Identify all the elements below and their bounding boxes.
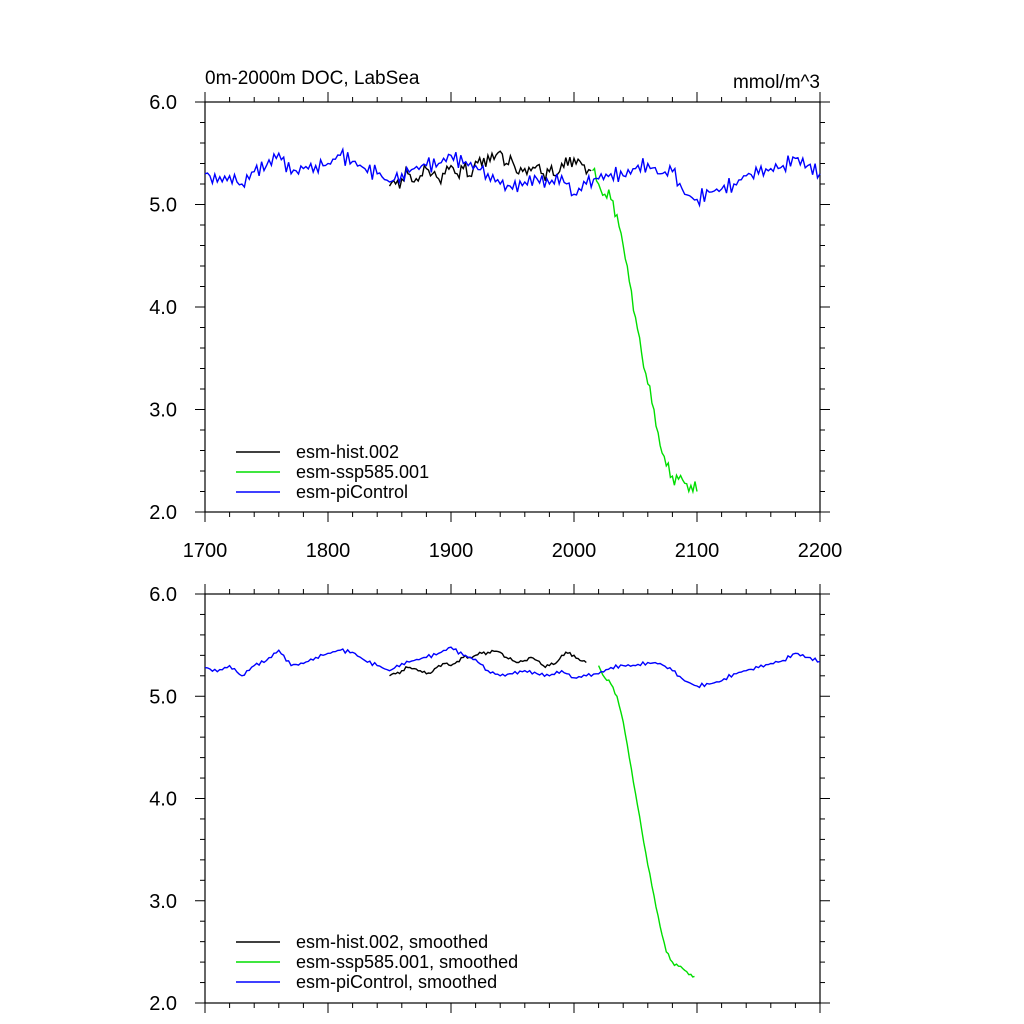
legend-label: esm-hist.002, smoothed <box>296 932 488 952</box>
x-tick-label: 1900 <box>429 540 474 562</box>
y-tick-label: 5.0 <box>149 195 177 217</box>
y-tick-label: 2.0 <box>149 993 177 1015</box>
y-tick-label: 4.0 <box>149 297 177 319</box>
series-line-esm-hist-002-smoothed <box>389 649 587 677</box>
x-tick-label: 2200 <box>798 540 843 562</box>
series-line-esm-picontrol-smoothed <box>204 646 821 689</box>
legend-label: esm-ssp585.001 <box>296 462 429 482</box>
legend-label: esm-piControl, smoothed <box>296 972 497 992</box>
y-tick-label: 2.0 <box>149 502 177 524</box>
legend-label: esm-hist.002 <box>296 442 399 462</box>
panel-top: 2.0 3.0 4.0 5.0 6.0 1700 1800 1900 2000 2100 2200 0… <box>149 68 842 562</box>
y-tick-label: 6.0 <box>149 584 177 606</box>
y-tick-label: 4.0 <box>149 789 177 811</box>
units-label: mmol/m^3 <box>733 72 820 93</box>
x-tick-label: 2000 <box>552 540 597 562</box>
series-line-esm-picontrol <box>204 146 821 208</box>
y-tick-label: 6.0 <box>149 92 177 114</box>
series-line-esm-ssp585-001 <box>591 166 698 495</box>
legend-label: esm-ssp585.001, smoothed <box>296 952 518 972</box>
x-tick-label: 1800 <box>306 540 351 562</box>
x-tick-label: 2100 <box>675 540 720 562</box>
x-tick-label: 1700 <box>183 540 228 562</box>
y-tick-label: 5.0 <box>149 686 177 708</box>
y-tick-label: 3.0 <box>149 400 177 422</box>
legend-label: esm-piControl <box>296 482 408 502</box>
y-tick-label: 3.0 <box>149 891 177 913</box>
chart-title: 0m-2000m DOC, LabSea <box>205 68 420 89</box>
series-line-esm-ssp585-001-smoothed <box>597 665 695 978</box>
